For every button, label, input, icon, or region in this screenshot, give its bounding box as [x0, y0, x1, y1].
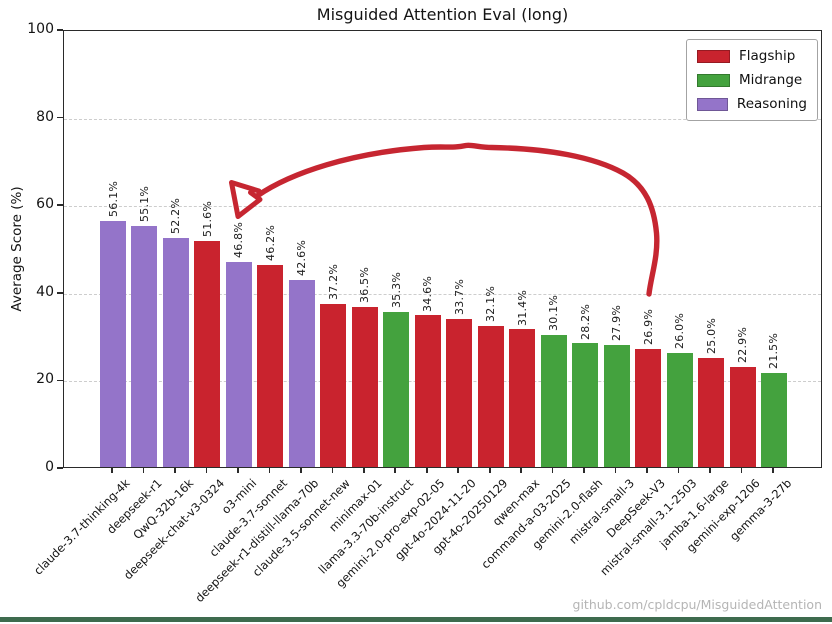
legend-item-reasoning: Reasoning	[697, 96, 807, 112]
x-tick-mark-o3-mini	[237, 468, 239, 473]
x-tick-mark-command-a-03-2025	[551, 468, 554, 473]
bar-gemma-3-27b	[760, 372, 787, 467]
value-label-gemini-2-0-pro-exp-02-05: 34.6%	[421, 275, 435, 312]
value-label-o3-mini: 46.8%	[232, 222, 246, 259]
bar-qwen-max	[509, 329, 536, 467]
y-tick-label-0: 0	[45, 459, 54, 475]
y-tick-label-40: 40	[36, 283, 54, 300]
value-label-jamba-1-6-large: 25.0%	[704, 317, 718, 354]
gridline-80	[64, 118, 821, 120]
value-label-mistral-small-3-1-2503: 26.0%	[673, 313, 687, 350]
value-label-deepseek-chat-v3-0324: 51.6%	[200, 201, 214, 237]
x-tick-mark-mistral-small-3-1-2503	[677, 468, 680, 473]
bar-o3-mini	[225, 262, 252, 467]
bar-gemini-2-0-flash	[572, 343, 599, 467]
legend-label-flagship: Flagship	[739, 48, 796, 64]
bar-gpt-4o-20250129	[477, 326, 504, 467]
x-tick-mark-deepseek-r1	[142, 468, 145, 473]
bar-claude-3-7-thinking-4k	[100, 221, 126, 467]
x-tick-mark-gpt-4o-2024-11-20	[457, 468, 460, 473]
value-label-gemma-3-27b: 21.5%	[767, 332, 781, 369]
bar-command-a-03-2025	[540, 335, 567, 467]
x-tick-mark-deepseek-chat-v3-0324	[205, 468, 208, 473]
bar-qwq-32b-16k	[162, 238, 189, 467]
x-tick-mark-gemini-2-0-flash	[583, 468, 585, 473]
bar-mistral-small-3-1-2503	[666, 353, 693, 467]
value-label-llama-3-3-70b-instruct: 35.3%	[389, 272, 403, 309]
x-tick-mark-gemini-exp-1206	[740, 468, 743, 473]
bar-claude-3-7-sonnet	[257, 264, 284, 467]
bar-mistral-small-3	[603, 344, 630, 467]
x-tick-mark-qwen-max	[520, 468, 522, 473]
y-tick-mark-40	[57, 292, 63, 294]
x-tick-mark-minimax-01	[363, 468, 365, 473]
value-label-minimax-01: 36.5%	[358, 267, 372, 304]
value-label-gpt-4o-20250129: 32.1%	[484, 286, 498, 323]
chart-title: Misguided Attention Eval (long)	[316, 5, 569, 24]
bar-deepseek-r1-distill-llama-70b	[288, 280, 315, 467]
value-label-qwen-max: 31.4%	[515, 289, 529, 326]
gridline-20	[64, 381, 821, 383]
value-label-claude-3-5-sonnet-new: 37.2%	[326, 264, 340, 301]
y-tick-mark-0	[57, 467, 63, 469]
legend: Flagship Midrange Reasoning	[686, 39, 818, 121]
legend-label-reasoning: Reasoning	[736, 96, 807, 112]
x-tick-mark-claude-3-7-thinking-4k	[111, 468, 113, 473]
bar-jamba-1-6-large	[698, 357, 725, 467]
x-tick-mark-gpt-4o-20250129	[488, 468, 491, 473]
bar-deepseek-r1	[131, 225, 158, 467]
x-tick-mark-deepseek-r1-distill-llama-70b	[300, 468, 302, 473]
value-label-command-a-03-2025: 30.1%	[547, 295, 561, 332]
x-tick-mark-gemma-3-27b	[772, 468, 774, 473]
legend-swatch-flagship	[697, 49, 730, 63]
x-tick-mark-claude-3-7-sonnet	[268, 468, 271, 473]
y-tick-mark-60	[57, 204, 63, 206]
x-tick-mark-llama-3-3-70b-instruct	[394, 468, 397, 473]
value-label-deepseek-r1: 55.1%	[137, 185, 151, 222]
value-label-deepseek-r1-distill-llama-70b: 42.6%	[295, 240, 309, 277]
legend-label-midrange: Midrange	[739, 72, 803, 88]
bar-gemini-2-0-pro-exp-02-05	[414, 315, 441, 467]
value-label-claude-3-7-sonnet: 46.2%	[263, 224, 277, 261]
bar-deepseek-chat-v3-0324	[194, 241, 221, 467]
x-tick-mark-deepseek-v3	[646, 468, 648, 473]
bar-claude-3-5-sonnet-new	[320, 304, 347, 467]
x-tick-mark-gemini-2-0-pro-exp-02-05	[425, 468, 428, 473]
bar-gemini-exp-1206	[729, 366, 756, 467]
value-label-deepseek-v3: 26.9%	[641, 309, 655, 346]
y-tick-label-20: 20	[36, 371, 54, 388]
y-tick-label-100: 100	[27, 21, 54, 37]
value-label-mistral-small-3: 27.9%	[610, 304, 624, 341]
bar-llama-3-3-70b-instruct	[383, 312, 410, 467]
x-tick-mark-qwq-32b-16k	[174, 468, 176, 473]
x-tick-mark-claude-3-5-sonnet-new	[331, 468, 334, 473]
legend-item-flagship: Flagship	[697, 48, 807, 64]
y-tick-mark-20	[57, 379, 63, 382]
x-tick-mark-mistral-small-3	[614, 468, 617, 473]
y-tick-label-60: 60	[36, 196, 54, 213]
bar-deepseek-v3	[635, 349, 662, 467]
watermark-text: github.com/cpldcpu/MisguidedAttention	[572, 597, 822, 612]
y-tick-mark-100	[57, 29, 63, 31]
bar-gpt-4o-2024-11-20	[446, 319, 473, 467]
x-tick-mark-jamba-1-6-large	[709, 468, 711, 473]
legend-swatch-midrange	[697, 73, 730, 87]
y-tick-mark-80	[57, 116, 63, 119]
value-label-gpt-4o-2024-11-20: 33.7%	[452, 279, 466, 316]
legend-swatch-reasoning	[697, 97, 728, 111]
bottom-accent-bar	[0, 617, 832, 622]
bar-minimax-01	[351, 307, 378, 467]
legend-item-midrange: Midrange	[697, 72, 807, 88]
value-label-gemini-exp-1206: 22.9%	[736, 326, 750, 363]
value-label-gemini-2-0-flash: 28.2%	[578, 303, 592, 340]
y-tick-label-80: 80	[36, 108, 54, 125]
value-label-qwq-32b-16k: 52.2%	[169, 198, 183, 235]
value-label-claude-3-7-thinking-4k: 56.1%	[106, 181, 120, 218]
